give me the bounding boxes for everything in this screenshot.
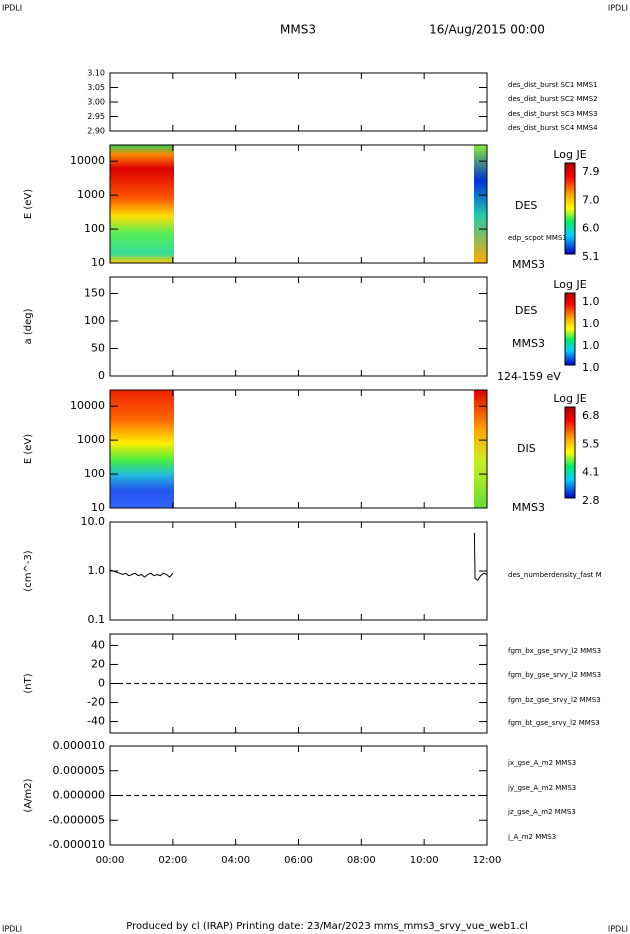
y-tick-label: 0.000010	[53, 739, 106, 752]
colorbar-tick-label: 6.8	[582, 409, 600, 422]
colorbar-tick-label: 4.1	[582, 466, 600, 479]
panel-annotation: MMS3	[512, 501, 545, 514]
x-tick-label: 04:00	[221, 855, 250, 866]
legend-entry: fgm_bt_gse_srvy_l2 MMS3	[508, 719, 600, 727]
x-tick-label: 12:00	[473, 855, 502, 866]
panel-frame	[109, 276, 488, 377]
legend-entry: des_dist_burst SC1 MMS1	[508, 81, 598, 89]
colorbar-tick-label: 1.0	[582, 317, 600, 330]
legend-entry: jx_gse_A_m2 MMS3	[507, 759, 576, 767]
y-tick-label: 1000	[77, 433, 105, 446]
corner-label: IPDLI	[2, 4, 22, 13]
y-tick-label: 0	[98, 369, 105, 382]
legend-entry: jz_gse_A_m2 MMS3	[507, 808, 576, 816]
y-tick-label: 10000	[70, 399, 105, 412]
panel-frame	[109, 521, 488, 621]
colorbar-tick-label: 1.0	[582, 361, 600, 374]
colorbar-tick-label: 6.0	[582, 222, 600, 235]
y-axis-label: E (eV)	[23, 434, 34, 464]
y-tick-label: 3.00	[87, 98, 105, 107]
colorbar-tick-label: 7.9	[582, 165, 600, 178]
x-tick-label: 02:00	[158, 855, 187, 866]
y-tick-label: 3.05	[87, 83, 105, 92]
panel-annotation: DES	[515, 199, 537, 212]
y-tick-label: 10.0	[81, 515, 106, 528]
spectrogram-dis-right	[474, 390, 487, 508]
corner-label: IPDLI	[2, 925, 22, 934]
panel-annotation: MMS3	[512, 258, 545, 271]
y-tick-label: 3.10	[87, 69, 105, 78]
panel-frame	[109, 72, 488, 132]
y-tick-label: 150	[84, 287, 105, 300]
y-axis-label: E (eV)	[23, 189, 34, 219]
legend-entry: des_dist_burst SC3 MMS3	[508, 110, 598, 118]
y-tick-label: 10	[91, 256, 105, 269]
y-tick-label: 10000	[70, 154, 105, 167]
y-tick-label: -0.000010	[49, 838, 105, 851]
y-tick-label: 10	[91, 501, 105, 514]
x-tick-label: 00:00	[96, 855, 125, 866]
y-axis-label: (A/m2)	[23, 778, 34, 812]
colorbar-tick-label: 2.8	[582, 494, 600, 507]
spectrogram-dis	[110, 390, 174, 508]
y-tick-label: -0.000005	[49, 813, 105, 826]
y-tick-label: 100	[84, 467, 105, 480]
panel-annotation: MMS3	[512, 337, 545, 350]
spacecraft-title: MMS3	[280, 23, 316, 37]
y-tick-label: 100	[84, 222, 105, 235]
corner-label: IPDLI	[608, 4, 628, 13]
colorbar	[564, 406, 576, 499]
legend-entry: fgm_bx_gse_srvy_l2 MMS3	[508, 647, 601, 655]
legend-entry: fgm_by_gse_srvy_l2 MMS3	[508, 671, 601, 679]
y-axis-label: (cm^-3)	[23, 550, 34, 591]
colorbar-tick-label: 1.0	[582, 339, 600, 352]
y-tick-label: 0	[98, 677, 105, 690]
y-tick-label: 40	[91, 638, 105, 651]
x-tick-label: 08:00	[347, 855, 376, 866]
y-tick-label: -20	[87, 696, 105, 709]
colorbar	[564, 162, 576, 255]
colorbar-tick-label: 1.0	[582, 295, 600, 308]
legend-entry: fgm_bz_gse_srvy_l2 MMS3	[508, 696, 601, 704]
legend-entry: jy_gse_A_m2 MMS3	[507, 784, 576, 792]
y-tick-label: 2.95	[87, 112, 105, 121]
spectrogram-des	[110, 145, 174, 263]
x-tick-label: 06:00	[284, 855, 313, 866]
corner-label: IPDLI	[608, 925, 628, 934]
legend-entry: des_dist_burst SC4 MMS4	[508, 124, 598, 132]
y-tick-label: 0.1	[88, 613, 106, 626]
legend-entry: j_A_m2 MMS3	[507, 833, 556, 841]
panel-annotation: DES	[515, 304, 537, 317]
panel-annotation: DIS	[517, 442, 536, 455]
date-title: 16/Aug/2015 00:00	[429, 23, 545, 37]
footer: Produced by cl (IRAP) Printing date: 23/…	[126, 921, 527, 932]
data-line	[109, 532, 488, 581]
y-tick-label: 2.90	[87, 127, 105, 136]
y-tick-label: 100	[84, 314, 105, 327]
x-tick-label: 10:00	[410, 855, 439, 866]
y-tick-label: 1.0	[88, 564, 106, 577]
panel-annotation: edp_scpot MMS3	[508, 234, 567, 242]
colorbar	[564, 292, 576, 366]
y-tick-label: 1000	[77, 188, 105, 201]
colorbar-label: Log JE	[553, 392, 586, 405]
y-tick-label: 0.000005	[53, 764, 106, 777]
colorbar-tick-label: 7.0	[582, 193, 600, 206]
y-tick-label: -40	[87, 715, 105, 728]
colorbar-label: Log JE	[553, 148, 586, 161]
y-tick-label: 20	[91, 657, 105, 670]
y-axis-label: (nT)	[23, 673, 34, 693]
colorbar-tick-label: 5.1	[582, 250, 600, 263]
y-tick-label: 50	[91, 342, 105, 355]
y-tick-label: 0.000000	[53, 789, 106, 802]
y-axis-label: a (deg)	[23, 308, 34, 344]
colorbar-label: Log JE	[553, 278, 586, 291]
legend-entry: des_dist_burst SC2 MMS2	[508, 95, 598, 103]
panel-annotation: 124-159 eV	[497, 370, 561, 383]
spectrogram-des-right	[474, 145, 487, 263]
legend-entry: des_numberdensity_fast M	[508, 571, 602, 579]
colorbar-tick-label: 5.5	[582, 437, 600, 450]
